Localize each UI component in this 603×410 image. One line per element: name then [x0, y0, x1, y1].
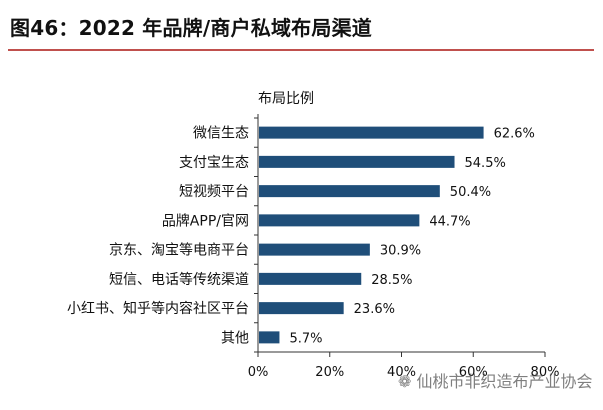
- bar: [259, 331, 280, 344]
- x-tick-label: 60%: [459, 365, 488, 380]
- value-label: 30.9%: [380, 244, 421, 259]
- title-rule: [8, 49, 594, 51]
- wechat-icon: ❁: [398, 372, 412, 391]
- watermark-text: 仙桃市非织造布产业协会: [416, 372, 593, 391]
- value-label: 62.6%: [494, 127, 535, 142]
- value-label: 28.5%: [371, 273, 412, 288]
- category-label: 小红书、知乎等内容社区平台: [67, 300, 249, 317]
- x-tick-label: 40%: [387, 365, 416, 380]
- value-label: 5.7%: [289, 331, 322, 346]
- x-tick-label: 20%: [315, 365, 344, 380]
- category-label: 短信、电话等传统渠道: [109, 271, 249, 288]
- watermark: ❁ 仙桃市非织造布产业协会: [398, 368, 593, 392]
- x-tick-label: 80%: [531, 365, 560, 380]
- bar: [259, 302, 344, 315]
- bar: [259, 155, 455, 168]
- legend-label: 布局比例: [258, 91, 314, 107]
- x-tick-label: 0%: [248, 365, 269, 380]
- value-label: 44.7%: [429, 214, 470, 229]
- value-label: 23.6%: [354, 302, 395, 317]
- category-label: 京东、淘宝等电商平台: [109, 242, 249, 259]
- bar: [259, 243, 370, 256]
- category-label: 支付宝生态: [179, 155, 249, 171]
- figure-title: 图46：2022 年品牌/商户私域布局渠道: [10, 16, 372, 40]
- category-label: 短视频平台: [179, 184, 249, 200]
- bar: [259, 272, 362, 285]
- bar: [259, 185, 440, 198]
- bar: [259, 214, 420, 227]
- value-label: 50.4%: [450, 185, 491, 200]
- bar: [259, 126, 484, 139]
- category-label: 品牌APP/官网: [162, 212, 249, 229]
- value-label: 54.5%: [465, 156, 506, 171]
- category-label: 微信生态: [193, 126, 249, 142]
- category-label: 其他: [221, 330, 249, 346]
